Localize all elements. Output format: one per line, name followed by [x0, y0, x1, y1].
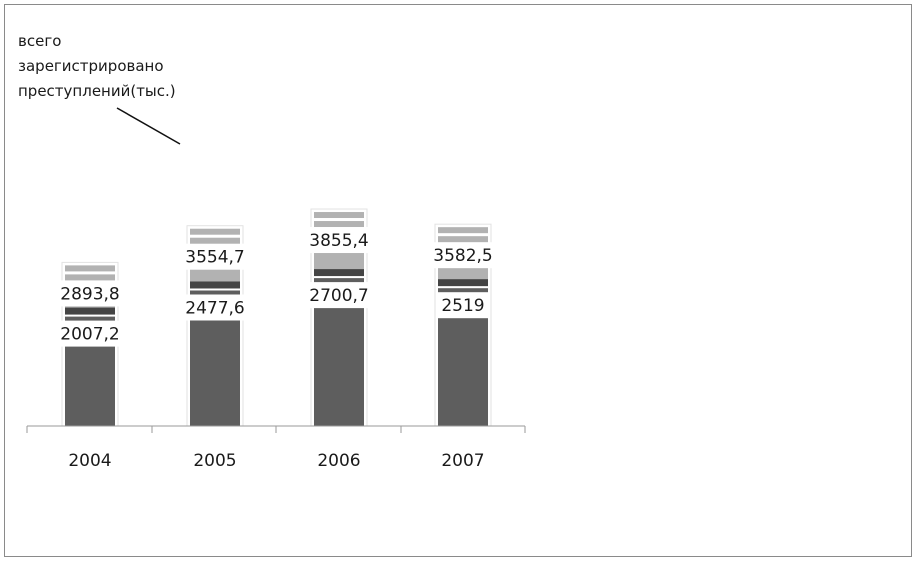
data-label-registered-2004-background: [54, 320, 126, 347]
bar-separator-gap: [438, 286, 488, 289]
callout-line-3: преступлений(тыс.): [18, 82, 176, 100]
data-label-total-2006-group: 3855,4: [303, 227, 375, 254]
data-label-total-2006: 3855,4: [309, 231, 368, 251]
bar-separator: [190, 281, 240, 289]
data-label-registered-2006: 2700,7: [309, 286, 368, 306]
bar-cap-gap: [190, 234, 240, 238]
data-label-total-2005-background: [179, 243, 251, 270]
bar-separator-gap: [190, 288, 240, 291]
data-label-registered-2005: 2477,6: [185, 298, 244, 318]
data-label-total-2007-group: 3582,5: [427, 242, 499, 269]
data-label-total-2004-background: [54, 280, 126, 307]
callout-box: [6, 26, 196, 118]
data-label-total-2007-background: [427, 242, 499, 269]
data-label-registered-2004-group: 2007,2: [54, 320, 126, 347]
bar-separator: [314, 269, 364, 277]
data-label-registered-2007: 2519: [441, 296, 484, 316]
data-label-registered-2004: 2007,2: [60, 325, 119, 345]
data-label-registered-2006-group: 2700,7: [303, 282, 375, 309]
data-label-total-2004-group: 2893,8: [54, 280, 126, 307]
x-tick-label-2007: 2007: [441, 451, 484, 471]
bar-separator-gap: [65, 314, 115, 317]
bar-cap-gap: [314, 218, 364, 222]
data-label-total-2005-group: 3554,7: [179, 243, 251, 270]
bars-layer: [61, 208, 492, 427]
bar-cap-gap: [438, 233, 488, 237]
bar-separator: [65, 307, 115, 315]
x-tick-label-2004: 2004: [68, 451, 111, 471]
data-label-total-2006-background: [303, 227, 375, 254]
data-label-registered-2005-group: 2477,6: [179, 294, 251, 321]
callout-line-1: всего: [18, 32, 61, 50]
x-axis: 2004 2005 2006 2007: [26, 425, 526, 471]
callout-leader-line: [116, 107, 181, 145]
data-labels-layer: 2893,8 2007,2 3554,7 2477,6 3855,4 2700,7 3582…: [54, 227, 499, 347]
data-label-registered-2007-group: 2519: [437, 292, 489, 319]
data-label-total-2004: 2893,8: [60, 284, 119, 304]
data-label-total-2005: 3554,7: [185, 248, 244, 268]
x-tick-label-2005: 2005: [193, 451, 236, 471]
data-label-total-2007: 3582,5: [433, 246, 492, 266]
data-label-registered-2006-background: [303, 282, 375, 309]
data-label-registered-2005-background: [179, 294, 251, 321]
bar-cap-gap: [65, 271, 115, 275]
data-label-registered-2007-background: [437, 292, 489, 319]
bar-separator-gap: [314, 276, 364, 279]
bar-separator: [438, 279, 488, 287]
x-tick-label-2006: 2006: [317, 451, 360, 471]
series-callout: всего зарегистрировано преступлений(тыс.): [6, 26, 196, 145]
callout-line-2: зарегистрировано: [18, 57, 164, 75]
